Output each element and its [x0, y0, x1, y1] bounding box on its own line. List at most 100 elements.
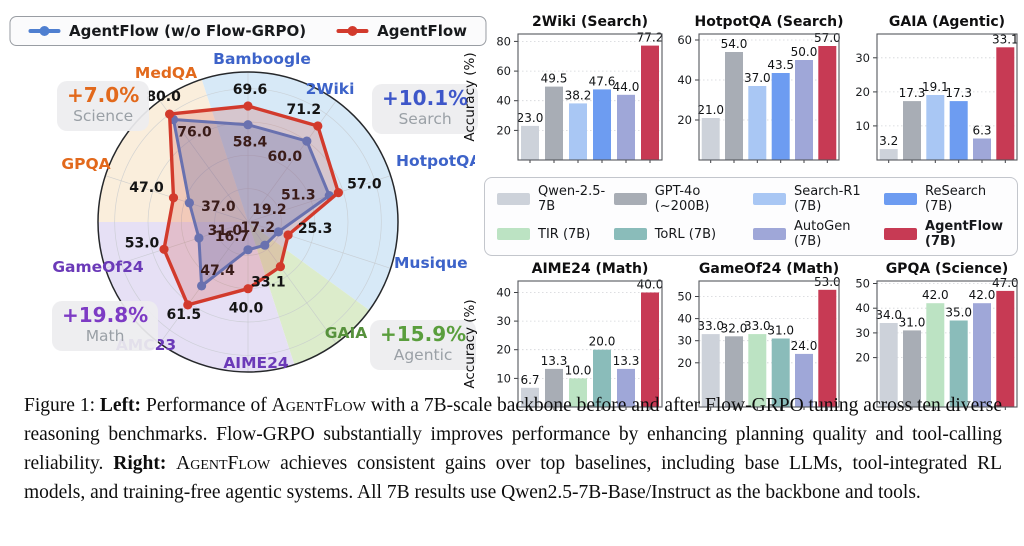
- y-tick-label: 60: [496, 64, 511, 78]
- caption-run: [166, 453, 176, 474]
- radar-grid-spoke: [247, 100, 337, 223]
- radar-axis-label: AIME24: [223, 354, 289, 372]
- radar-axis-label: GameOf24: [52, 258, 144, 276]
- radar-point: [275, 262, 285, 272]
- radar-value-label: 71.2: [287, 102, 322, 118]
- radar-value-label: 51.3: [281, 188, 316, 204]
- legend-swatch: [497, 228, 530, 240]
- radar-value-label: 80.0: [146, 89, 181, 105]
- y-tick-label: 20: [496, 123, 511, 137]
- bar: [569, 378, 587, 407]
- bar: [795, 353, 814, 407]
- bar-chart-aime24: AIME24 (Math)102030406.713.310.020.013.3…: [462, 261, 663, 410]
- legend-label: Qwen-2.5-7B: [538, 184, 606, 214]
- radar-value-label: 19.2: [252, 202, 287, 218]
- legend-item-agentflow-7b: AgentFlow (7B): [884, 219, 1005, 249]
- bar: [995, 290, 1014, 407]
- legend-swatch: [884, 228, 918, 240]
- bar: [617, 368, 635, 407]
- radar-grid-spoke: [247, 221, 391, 269]
- radar-badge-math: +19.8% Math: [52, 301, 159, 351]
- bar-value-label: 13.3: [541, 354, 568, 368]
- radar-point: [165, 109, 175, 119]
- bar-value-label: 6.3: [972, 124, 991, 138]
- bar: [521, 125, 539, 160]
- y-tick-label: 60: [678, 33, 693, 47]
- y-axis-label: Accuracy (%): [462, 52, 478, 141]
- radar-point: [333, 188, 343, 198]
- bar-value-label: 23.0: [517, 111, 544, 125]
- radar-axis-label: HotpotQA: [396, 152, 475, 170]
- bar: [748, 334, 767, 407]
- bar: [972, 303, 991, 407]
- bar-value-label: 77.2: [637, 31, 664, 45]
- radar-value-label: 31.0: [208, 223, 243, 239]
- radar-grid-spoke: [105, 221, 249, 269]
- bar-value-label: 35.0: [945, 306, 972, 320]
- dot-icon: [38, 26, 49, 36]
- badge-value: +7.0%: [67, 83, 140, 107]
- bar-chart-hotpotqa: HotpotQA (Search)20406021.054.037.043.55…: [678, 14, 843, 163]
- radar-value-label: 57.0: [347, 177, 382, 193]
- radar-point: [194, 233, 204, 243]
- bar-value-label: 57.0: [814, 31, 841, 45]
- bar: [725, 52, 744, 160]
- radar-value-label: 25.3: [298, 221, 333, 237]
- plot-border: [876, 280, 1018, 408]
- y-tick-label: 30: [855, 326, 870, 340]
- bar-value-label: 33.0: [698, 319, 725, 333]
- bar-value-label: 47.0: [992, 276, 1019, 290]
- caption-run: achieves consistent gains over top basel…: [24, 453, 1003, 503]
- bar-value-label: 38.2: [565, 88, 592, 102]
- bar-value-label: 53.0: [814, 275, 841, 289]
- radar-value-label: 47.4: [200, 263, 235, 279]
- bar: [795, 60, 814, 160]
- bar-value-label: 19.1: [922, 80, 949, 94]
- bar: [925, 303, 944, 407]
- plot-border: [517, 33, 663, 161]
- legend-swatch: [613, 228, 647, 240]
- radar-axis-label: 2Wiki: [306, 80, 355, 98]
- bar-value-label: 32.0: [721, 321, 748, 335]
- legend-swatch: [752, 193, 786, 205]
- bar-value-label: 42.0: [968, 288, 995, 302]
- radar-value-label: 16.7: [215, 229, 250, 245]
- bar-value-label: 42.0: [922, 288, 949, 302]
- bar: [818, 289, 837, 407]
- legend-swatch: [613, 193, 647, 205]
- bar: [771, 73, 790, 160]
- bar: [818, 46, 837, 160]
- y-tick-label: 40: [496, 286, 511, 300]
- bar: [641, 292, 659, 407]
- legend-item-torl-7b: ToRL (7B): [613, 219, 747, 249]
- bar-value-label: 21.0: [698, 103, 725, 117]
- bar: [617, 94, 635, 160]
- radar-point: [243, 120, 253, 130]
- radar-point: [302, 136, 312, 146]
- y-tick-label: 40: [678, 312, 693, 326]
- radar-point: [243, 245, 253, 255]
- y-tick-label: 40: [496, 94, 511, 108]
- bar: [521, 387, 539, 407]
- bar: [748, 86, 767, 160]
- radar-value-label: 40.0: [229, 301, 264, 317]
- legend-label: AgentFlow: [377, 22, 468, 40]
- bar-value-label: 31.0: [768, 324, 795, 338]
- legend-label: AgentFlow (7B): [925, 219, 1003, 249]
- radar-grid-spoke: [247, 175, 391, 223]
- bar: [902, 101, 921, 160]
- bar: [925, 95, 944, 160]
- legend-label: ToRL (7B): [654, 226, 717, 242]
- bar: [879, 149, 898, 160]
- radar-value-label: 53.0: [125, 235, 160, 251]
- radar-point: [197, 281, 207, 291]
- radar-axis-label: Musique: [394, 254, 468, 272]
- bar: [701, 118, 720, 160]
- bar-value-label: 20.0: [589, 335, 616, 349]
- bar-value-label: 43.5: [768, 58, 795, 72]
- y-tick-label: 50: [855, 277, 870, 291]
- y-tick-label: 80: [496, 34, 511, 48]
- bar-value-label: 37.0: [744, 71, 771, 85]
- plot-border: [698, 33, 840, 161]
